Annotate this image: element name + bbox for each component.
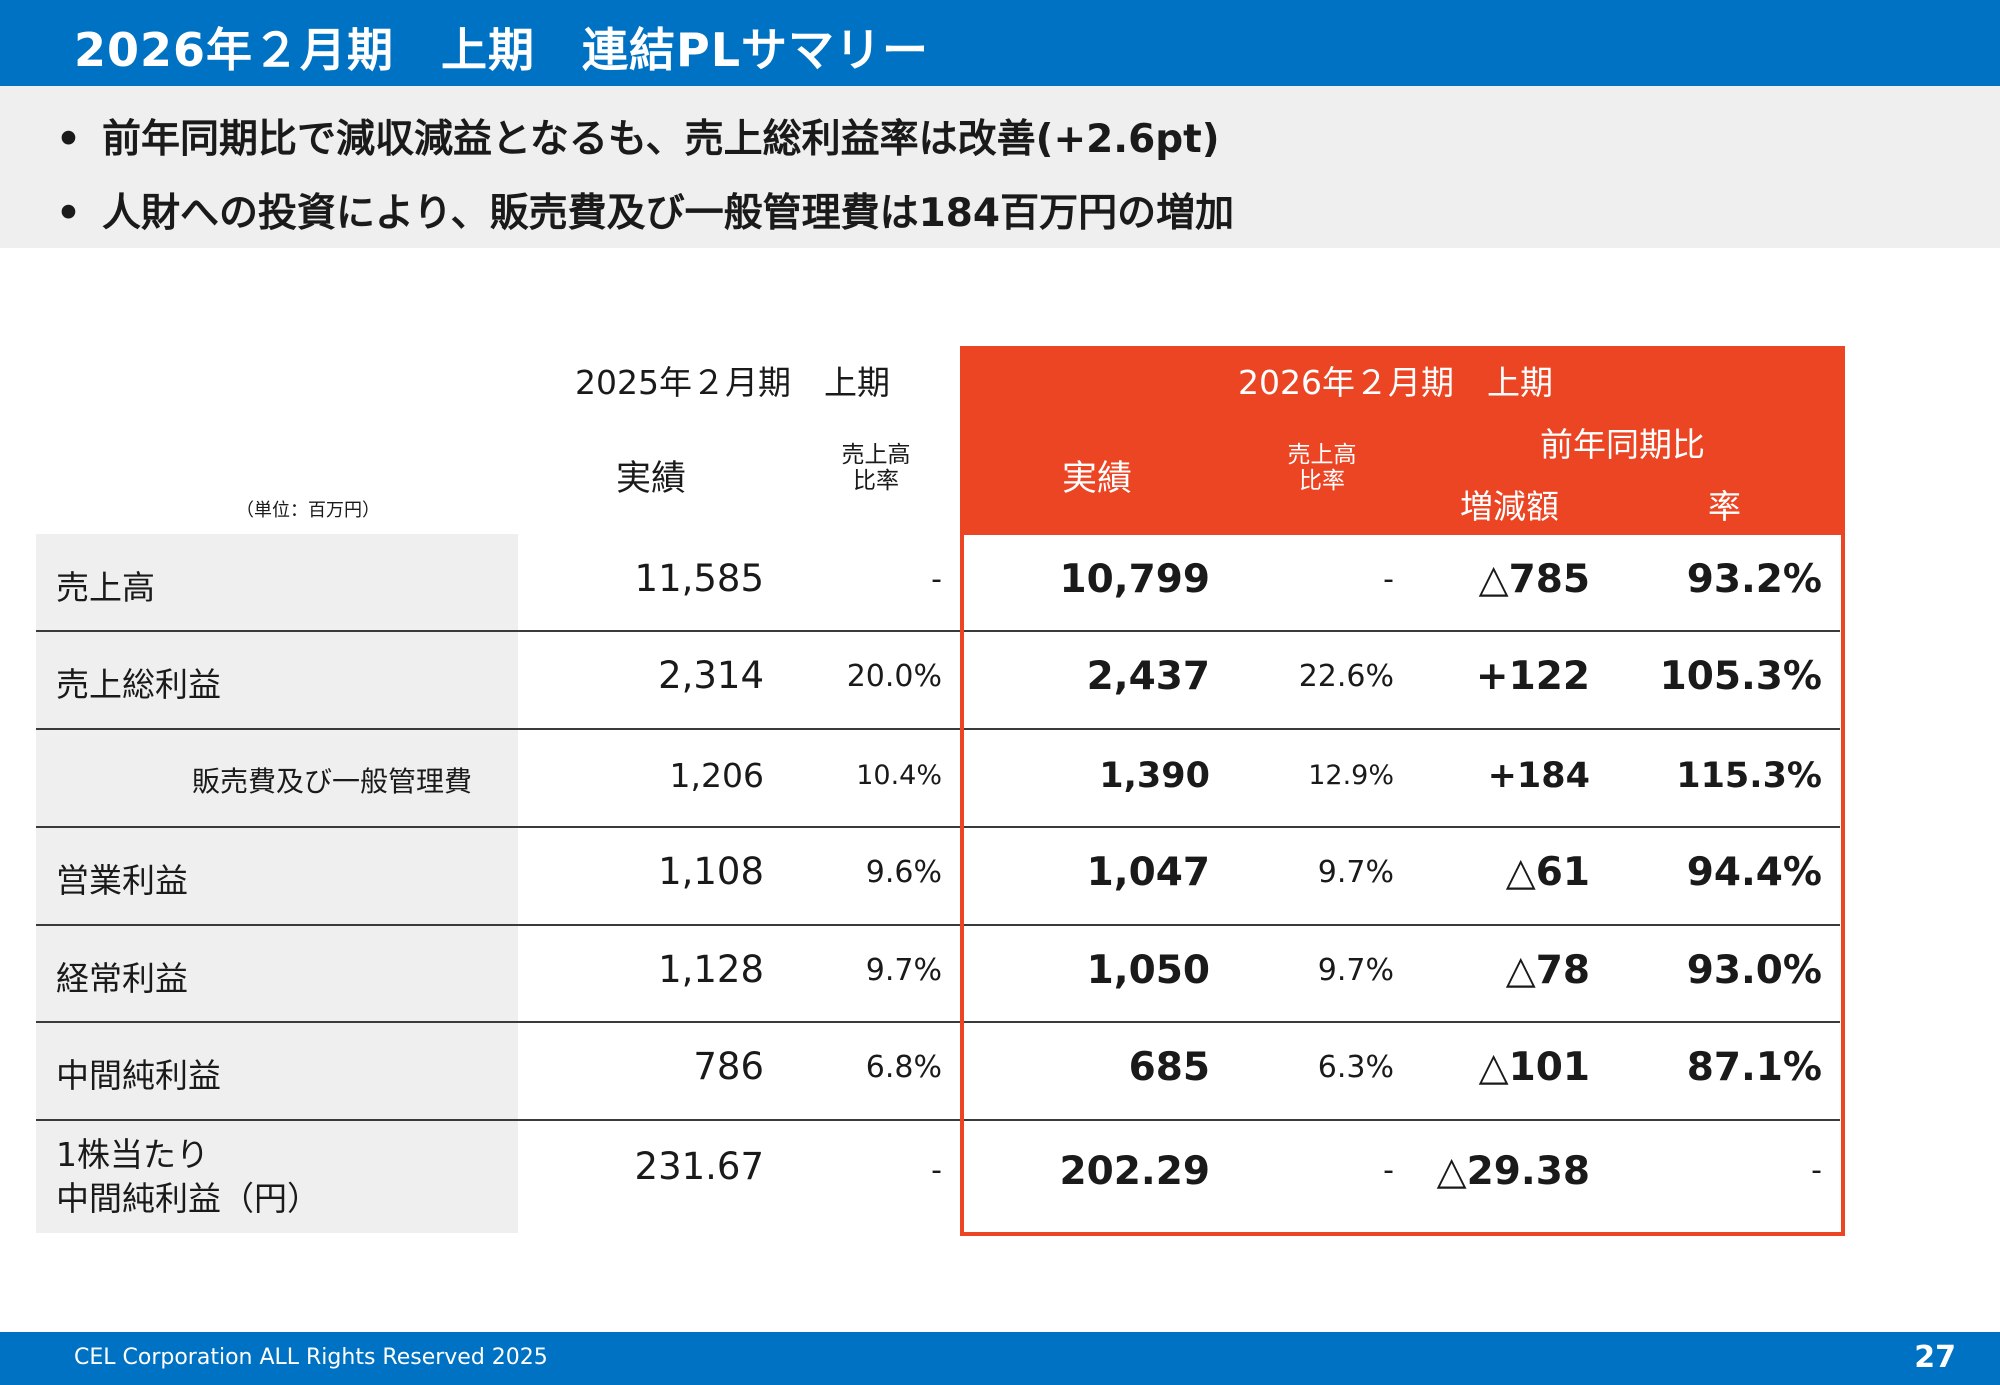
unit-label: （単位：百万円） xyxy=(236,500,380,521)
yoy-rate: - xyxy=(1811,1153,1822,1188)
ratio-header-line2: 比率 xyxy=(1299,468,1345,494)
current-period-header-bg xyxy=(960,346,1845,535)
row-divider xyxy=(36,728,1840,730)
page-title: 2026年２月期 上期 連結PLサマリー xyxy=(74,23,930,77)
cur-ratio: 9.7% xyxy=(1317,855,1394,890)
yoy-change: △785 xyxy=(1478,557,1590,602)
row-label: 1株当たり 中間純利益（円） xyxy=(56,1133,320,1221)
prev-actual: 231.67 xyxy=(634,1145,764,1188)
row-divider xyxy=(36,924,1840,926)
yoy-change: +184 xyxy=(1487,756,1590,796)
yoy-change: △78 xyxy=(1505,948,1590,993)
row-label: 売上総利益 xyxy=(56,665,221,704)
bullet-dot: • xyxy=(56,117,81,162)
prev-actual: 11,585 xyxy=(634,557,764,600)
table-row: 売上高 11,585 - 10,799 - △785 93.2% xyxy=(36,534,1840,631)
prev-ratio: 10.4% xyxy=(856,760,942,791)
footer-bar: CEL Corporation ALL Rights Reserved 2025… xyxy=(0,1332,2000,1385)
prev-ratio: 6.8% xyxy=(865,1050,942,1085)
row-label: 営業利益 xyxy=(56,861,188,900)
yoy-change: △101 xyxy=(1478,1045,1590,1090)
row-label-cell: 売上総利益 xyxy=(36,632,518,728)
current-period-header: 2026年２月期 上期 xyxy=(1238,363,1553,402)
row-label-cell: 営業利益 xyxy=(36,828,518,924)
yoy-rate: 115.3% xyxy=(1676,756,1822,796)
row-divider xyxy=(36,1021,1840,1023)
row-label: 売上高 xyxy=(56,568,155,607)
row-label: 経常利益 xyxy=(56,959,188,998)
table-row: 販売費及び一般管理費 1,206 10.4% 1,390 12.9% +184 … xyxy=(36,730,1840,826)
cur-actual: 1,050 xyxy=(1086,948,1210,993)
cur-ratio: 9.7% xyxy=(1317,953,1394,988)
cur-actual: 10,799 xyxy=(1059,557,1211,602)
title-bar: 2026年２月期 上期 連結PLサマリー xyxy=(0,0,2000,86)
yoy-rate: 93.0% xyxy=(1686,948,1822,993)
summary-box: • 前年同期比で減収減益となるも、売上総利益率は改善(+2.6pt) • 人財への投… xyxy=(0,86,2000,248)
summary-text: 人財への投資により、販売費及び一般管理費は184百万円の増加 xyxy=(102,191,1235,236)
prev-ratio: 9.6% xyxy=(865,855,942,890)
prev-ratio: - xyxy=(931,562,942,597)
prev-actual: 1,206 xyxy=(669,756,764,795)
row-label-cell: 売上高 xyxy=(36,534,518,631)
summary-bullet: • 前年同期比で減収減益となるも、売上総利益率は改善(+2.6pt) xyxy=(56,108,1220,164)
table-row: 1株当たり 中間純利益（円） 231.67 - 202.29 - △29.38 … xyxy=(36,1121,1840,1233)
prev-actual-header: 実績 xyxy=(616,459,687,499)
row-label-cell: 経常利益 xyxy=(36,926,518,1022)
yoy-rate: 87.1% xyxy=(1686,1045,1822,1090)
cur-actual: 685 xyxy=(1128,1045,1210,1090)
copyright: CEL Corporation ALL Rights Reserved 2025 xyxy=(74,1345,548,1370)
row-label-line1: 1株当たり xyxy=(56,1135,209,1174)
cur-ratio: 22.6% xyxy=(1298,659,1394,694)
prev-actual: 1,128 xyxy=(658,948,764,991)
cur-actual: 202.29 xyxy=(1059,1149,1211,1194)
yoy-rate: 93.2% xyxy=(1686,557,1822,602)
rate-header: 率 xyxy=(1708,487,1741,526)
cur-actual: 1,047 xyxy=(1086,850,1210,895)
table-row: 営業利益 1,108 9.6% 1,047 9.7% △61 94.4% xyxy=(36,828,1840,924)
bullet-dot: • xyxy=(56,191,81,236)
prev-ratio: - xyxy=(931,1153,942,1188)
cur-actual: 1,390 xyxy=(1099,756,1210,796)
cur-actual: 2,437 xyxy=(1086,654,1210,699)
yoy-rate: 94.4% xyxy=(1686,850,1822,895)
yoy-rate: 105.3% xyxy=(1659,654,1822,699)
page-number: 27 xyxy=(1914,1340,1956,1375)
yoy-header: 前年同期比 xyxy=(1540,425,1705,464)
yoy-change: +122 xyxy=(1475,654,1590,699)
prev-ratio: 9.7% xyxy=(865,953,942,988)
summary-bullet: • 人財への投資により、販売費及び一般管理費は184百万円の増加 xyxy=(56,182,1234,238)
cur-actual-header: 実績 xyxy=(1062,459,1133,499)
row-label: 中間純利益 xyxy=(56,1056,221,1095)
row-divider xyxy=(36,826,1840,828)
row-divider xyxy=(36,630,1840,632)
table-row: 経常利益 1,128 9.7% 1,050 9.7% △78 93.0% xyxy=(36,926,1840,1022)
prev-ratio: 20.0% xyxy=(846,659,942,694)
cur-ratio: 6.3% xyxy=(1317,1050,1394,1085)
cur-ratio: 12.9% xyxy=(1308,760,1394,791)
ratio-header-line1: 売上高 xyxy=(841,442,911,468)
ratio-header-line1: 売上高 xyxy=(1287,442,1357,468)
summary-text: 前年同期比で減収減益となるも、売上総利益率は改善(+2.6pt) xyxy=(102,117,1220,162)
prev-ratio-header: 売上高 比率 xyxy=(836,442,916,494)
row-divider xyxy=(36,1119,1840,1121)
table-row: 中間純利益 786 6.8% 685 6.3% △101 87.1% xyxy=(36,1023,1840,1120)
row-label-cell: 販売費及び一般管理費 xyxy=(36,730,518,826)
cur-ratio-header: 売上高 比率 xyxy=(1282,442,1362,494)
prev-actual: 1,108 xyxy=(658,850,764,893)
yoy-change: △61 xyxy=(1505,850,1590,895)
row-label-sub: 販売費及び一般管理費 xyxy=(192,765,473,798)
ratio-header-line2: 比率 xyxy=(853,468,899,494)
prev-actual: 786 xyxy=(693,1045,764,1088)
row-label-cell: 中間純利益 xyxy=(36,1023,518,1120)
cur-ratio: - xyxy=(1383,1153,1394,1188)
row-label-cell: 1株当たり 中間純利益（円） xyxy=(36,1121,518,1233)
prev-actual: 2,314 xyxy=(658,654,764,697)
change-header: 増減額 xyxy=(1460,487,1559,526)
yoy-change: △29.38 xyxy=(1436,1149,1590,1194)
cur-ratio: - xyxy=(1383,562,1394,597)
prev-period-header: 2025年２月期 上期 xyxy=(575,363,890,402)
table-row: 売上総利益 2,314 20.0% 2,437 22.6% +122 105.3… xyxy=(36,632,1840,728)
row-label-line2: 中間純利益（円） xyxy=(56,1179,320,1218)
